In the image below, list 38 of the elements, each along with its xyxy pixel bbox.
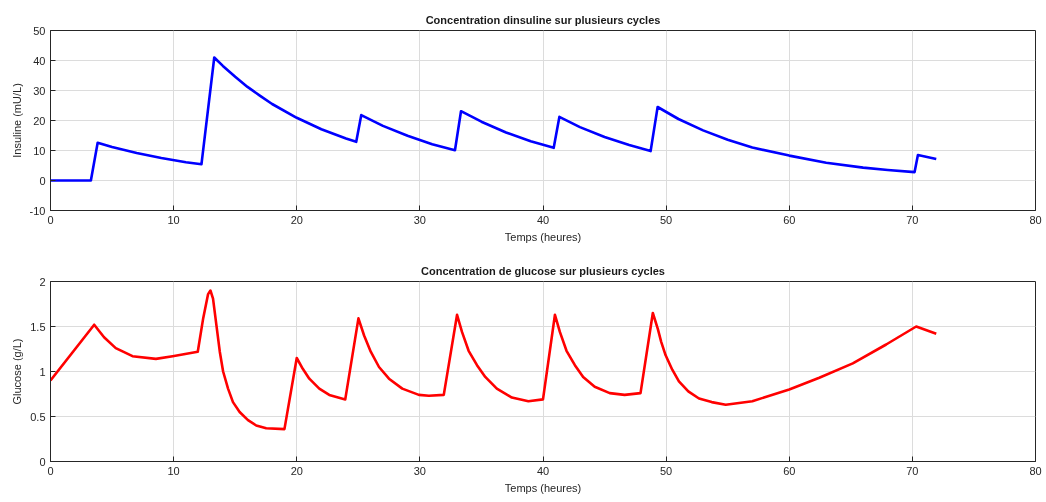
x-tick-label: 80 — [1029, 464, 1042, 477]
y-tick-label: 40 — [33, 54, 46, 67]
y-axis-title: Insuline (mU/L) — [10, 83, 23, 158]
y-tick-label: 1.5 — [30, 320, 46, 333]
x-tick-label: 70 — [906, 464, 919, 477]
x-tick-label: 20 — [290, 213, 303, 226]
x-axis-title: Temps (heures) — [504, 481, 582, 494]
x-tick-label: 50 — [660, 464, 673, 477]
x-tick-label: 30 — [413, 213, 427, 226]
y-tick-label: 10 — [33, 144, 46, 157]
x-tick-label: 60 — [783, 464, 796, 477]
x-tick-label: 40 — [536, 464, 550, 477]
y-tick-label: 0 — [39, 455, 46, 468]
x-axis-title: Temps (heures) — [504, 230, 582, 243]
chart-title: Concentration dinsuline sur plusieurs cycles — [425, 13, 661, 26]
y-tick-label: 50 — [33, 24, 46, 37]
x-tick-label: 0 — [47, 213, 54, 226]
x-tick-label: 60 — [783, 213, 796, 226]
y-axis-title: Glucose (g/L) — [11, 338, 24, 405]
y-tick-label: 20 — [33, 114, 46, 127]
y-tick-label: -10 — [29, 204, 46, 217]
y-tick-label: 30 — [33, 84, 46, 97]
x-tick-label: 10 — [167, 464, 180, 477]
y-tick-label: 0 — [39, 174, 46, 187]
x-tick-label: 50 — [660, 213, 673, 226]
x-tick-label: 40 — [536, 213, 550, 226]
x-tick-label: 20 — [290, 464, 303, 477]
x-tick-label: 0 — [47, 464, 54, 477]
x-tick-label: 80 — [1029, 213, 1042, 226]
x-tick-label: 30 — [413, 464, 427, 477]
chart-title: Concentration de glucose sur plusieurs cycles — [421, 264, 665, 277]
y-tick-label: 0.5 — [30, 410, 46, 423]
line-series — [50, 56, 938, 182]
y-tick-label: 2 — [39, 275, 46, 288]
x-tick-label: 70 — [906, 213, 919, 226]
line-series — [50, 289, 938, 431]
x-tick-label: 10 — [167, 213, 180, 226]
y-tick-label: 1 — [39, 365, 46, 378]
